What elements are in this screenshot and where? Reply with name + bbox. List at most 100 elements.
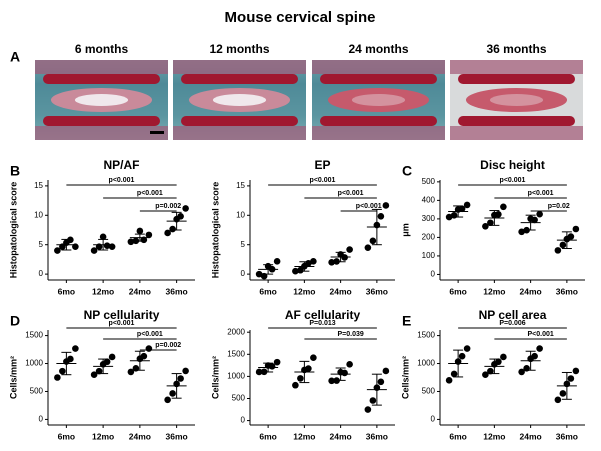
panel-label: D xyxy=(10,313,20,329)
p-value-label: P=0.006 xyxy=(499,320,525,327)
y-tick-label: 1500 xyxy=(417,331,435,340)
data-point xyxy=(518,228,525,236)
data-point xyxy=(377,378,385,386)
bone xyxy=(450,60,583,74)
data-point xyxy=(536,345,543,352)
data-point xyxy=(445,376,453,384)
data-point xyxy=(364,244,372,251)
y-tick-label: 500 xyxy=(422,177,436,186)
chart-title: NP cell area xyxy=(479,308,547,322)
chart-title: AF cellularity xyxy=(285,308,361,322)
p-value-label: p<0.001 xyxy=(356,203,382,210)
x-tick-label: 6mo xyxy=(449,286,466,296)
p-value-label: p=0.002 xyxy=(155,342,181,349)
data-point xyxy=(177,375,184,382)
data-point xyxy=(572,367,580,375)
y-tick-label: 5 xyxy=(241,240,246,249)
data-point xyxy=(164,396,171,404)
data-point xyxy=(136,227,144,235)
data-point xyxy=(90,247,98,254)
data-point xyxy=(487,219,494,227)
panel-label: E xyxy=(402,313,411,329)
y-tick-label: 0 xyxy=(431,270,436,279)
data-point xyxy=(518,368,525,376)
data-point xyxy=(458,352,466,360)
data-point xyxy=(103,358,111,366)
y-tick-label: 2000 xyxy=(227,327,245,336)
data-point xyxy=(169,225,176,233)
y-tick-label: 0 xyxy=(241,416,246,425)
y-tick-label: 0 xyxy=(39,415,44,424)
dot-plot: Disc height μm 0 100 200 300 400 500 6mo 12mo 24mo… xyxy=(400,158,585,296)
data-point xyxy=(145,231,153,239)
y-tick-label: 200 xyxy=(422,233,436,242)
y-axis-label: Cells/mm² xyxy=(400,356,410,399)
scale-bar xyxy=(150,131,164,134)
y-tick-label: 1500 xyxy=(25,331,43,340)
endplate xyxy=(320,74,437,84)
y-tick-label: 500 xyxy=(422,387,436,396)
p-value-label: P=0.039 xyxy=(337,331,363,338)
bone xyxy=(173,126,306,140)
data-point xyxy=(292,381,299,389)
nucleus xyxy=(212,94,267,106)
data-point xyxy=(305,365,312,372)
x-tick-label: 36mo xyxy=(166,431,188,441)
y-tick-label: 0 xyxy=(39,269,44,278)
data-point xyxy=(382,367,390,375)
image-label: 6 months xyxy=(75,42,129,56)
data-point xyxy=(554,247,562,254)
chart-title: NP cellularity xyxy=(84,308,160,322)
image-label: 24 months xyxy=(348,42,408,56)
data-point xyxy=(72,345,79,352)
data-point xyxy=(108,353,116,361)
x-tick-label: 12mo xyxy=(92,431,114,441)
data-point xyxy=(310,258,317,265)
endplate xyxy=(320,116,437,126)
data-point xyxy=(145,345,153,352)
data-point xyxy=(54,247,61,254)
data-point xyxy=(559,241,567,249)
data-point xyxy=(182,367,189,375)
data-point xyxy=(445,213,453,221)
data-point xyxy=(377,212,385,220)
y-tick-label: 5 xyxy=(39,240,44,249)
data-point xyxy=(554,396,562,404)
p-value-label: p<0.001 xyxy=(109,177,135,184)
endplate xyxy=(181,116,298,126)
y-tick-label: 1000 xyxy=(25,359,43,368)
data-point xyxy=(67,355,74,363)
data-point xyxy=(346,361,353,368)
data-point xyxy=(297,266,304,274)
data-point xyxy=(531,216,538,224)
data-point xyxy=(536,210,543,218)
y-tick-label: 500 xyxy=(30,387,44,396)
p-value-label: P=0.013 xyxy=(309,320,335,327)
p-value-label: p<0.001 xyxy=(137,190,163,197)
bone xyxy=(450,126,583,140)
x-tick-label: 12mo xyxy=(483,431,505,441)
data-point xyxy=(54,374,61,381)
endplate xyxy=(458,74,575,84)
dot-plot: EP Histopatological score 0 5 10 15 6mo 12mo 24m… xyxy=(210,158,395,296)
chart-title: NP/AF xyxy=(104,158,140,172)
y-axis-label: μm xyxy=(400,223,410,237)
x-tick-label: 24mo xyxy=(520,431,542,441)
p-value-label: p<0.001 xyxy=(109,320,135,327)
nucleus xyxy=(489,94,544,106)
x-tick-label: 12mo xyxy=(483,286,505,296)
x-tick-label: 24mo xyxy=(520,286,542,296)
panel-label: B xyxy=(10,163,20,179)
y-tick-label: 10 xyxy=(34,210,43,219)
nucleus xyxy=(351,94,406,106)
data-point xyxy=(458,205,466,213)
data-point xyxy=(567,233,575,240)
p-value-label: p<0.001 xyxy=(528,190,554,197)
p-value-label: p<0.001 xyxy=(500,177,526,184)
dot-plot: NP cell area Cells/mm² 0 500 1000 1500 6mo 12mo… xyxy=(400,308,585,441)
x-tick-label: 6mo xyxy=(449,431,466,441)
data-point xyxy=(559,390,567,397)
data-point xyxy=(487,367,494,375)
p-value-label: p=0.02 xyxy=(548,203,570,210)
data-point xyxy=(382,202,390,209)
